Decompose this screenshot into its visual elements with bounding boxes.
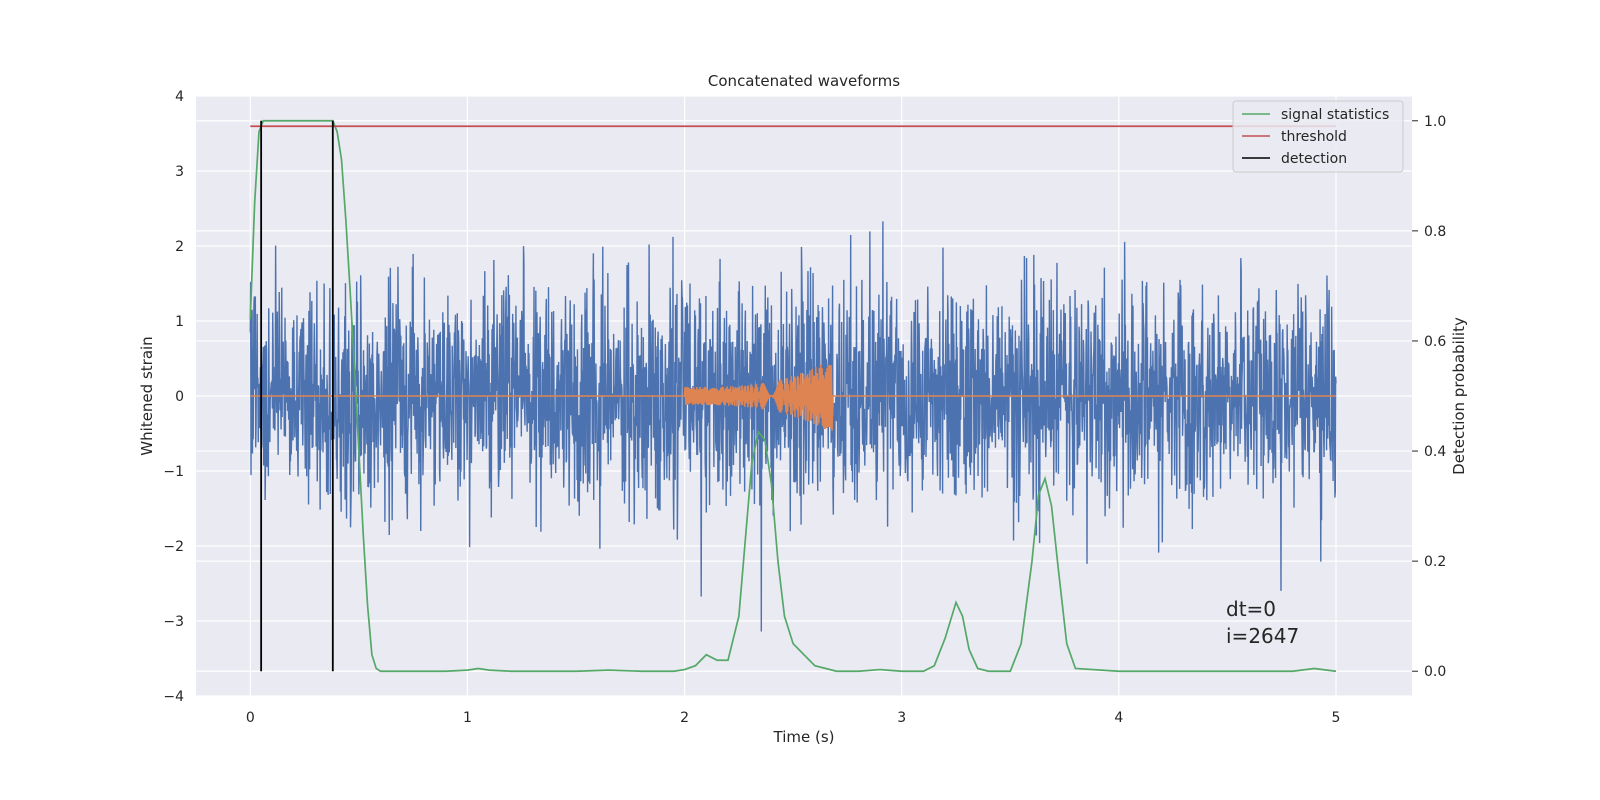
x-axis-label: Time (s) <box>773 728 835 746</box>
y-tick-label-6: 2 <box>175 239 184 255</box>
x-tick-label-4: 4 <box>1114 710 1123 726</box>
legend-box <box>1232 100 1404 173</box>
y-tick-label-7: 3 <box>175 164 184 180</box>
y2-tick-label-3: 0.6 <box>1424 334 1446 350</box>
y-tick-label-1: −3 <box>163 614 184 630</box>
x-tick-label-2: 2 <box>680 710 689 726</box>
series-chirp-line <box>250 364 1336 431</box>
y2-axis-label: Detection probability <box>1450 317 1468 475</box>
y-tick-label-0: −4 <box>163 689 184 705</box>
series-signal-statistics-line <box>249 119 1337 673</box>
tick-layer: 0 1 2 3 4 5 −4 −3 −2 −1 0 1 2 3 4 0.0 0.2 0.4 0.6 0.8 1.0 <box>163 89 1446 726</box>
legend-label-signal-statistics: signal statistics <box>1281 107 1389 123</box>
legend-label-detection: detection <box>1281 151 1347 167</box>
annotation-dt: dt=0 <box>1226 597 1276 621</box>
annotation-index: i=2647 <box>1226 624 1299 648</box>
y-tick-label-5: 1 <box>175 314 184 330</box>
chart-title: Concatenated waveforms <box>708 72 900 90</box>
x-tick-label-1: 1 <box>463 710 472 726</box>
y-tick-label-3: −1 <box>163 464 184 480</box>
y-tick-label-4: 0 <box>175 389 184 405</box>
legend: signal statistics threshold detection <box>1232 100 1404 173</box>
y-tick-label-2: −2 <box>163 539 184 555</box>
y2-tick-label-0: 0.0 <box>1424 664 1446 680</box>
x-tick-label-5: 5 <box>1332 710 1341 726</box>
x-tick-label-0: 0 <box>246 710 255 726</box>
y-axis-label: Whitened strain <box>138 336 156 455</box>
y2-tick-label-4: 0.8 <box>1424 224 1446 240</box>
y2-tick-label-5: 1.0 <box>1424 114 1446 130</box>
y2-tick-label-2: 0.4 <box>1424 444 1446 460</box>
legend-label-threshold: threshold <box>1281 129 1347 145</box>
y2-tick-label-1: 0.2 <box>1424 554 1446 570</box>
y-tick-label-8: 4 <box>175 89 184 105</box>
data-layer <box>249 119 1337 673</box>
x-tick-label-3: 3 <box>897 710 906 726</box>
